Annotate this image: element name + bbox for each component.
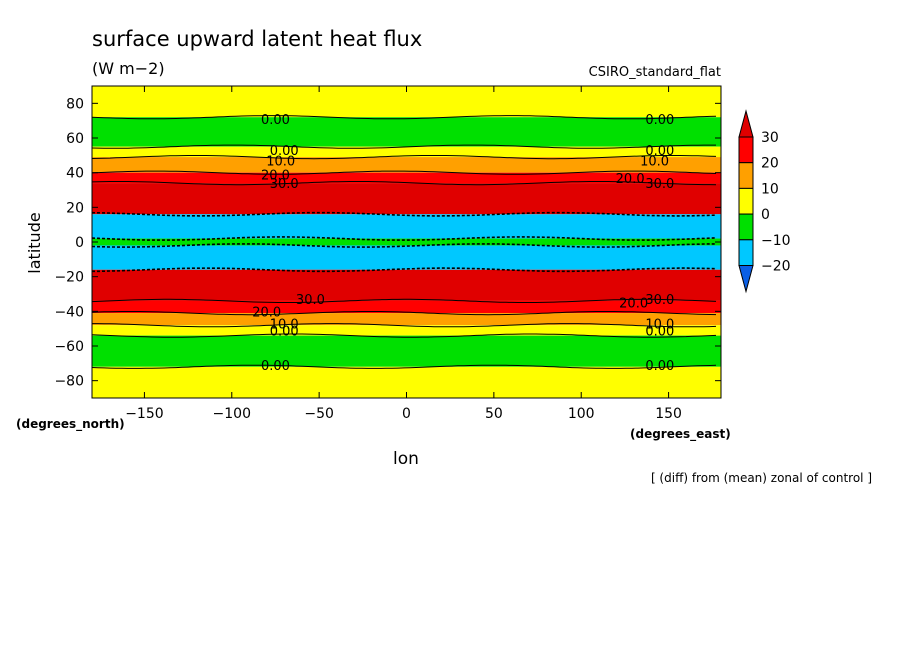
x-axis-label: lon	[393, 449, 419, 469]
contour-4	[91, 181, 717, 186]
colorbar-bottom-arrow	[738, 265, 754, 294]
band-9	[92, 269, 721, 301]
contour-6	[91, 236, 717, 241]
contour-5	[91, 211, 717, 217]
y-tick-label-4: 0	[75, 235, 84, 251]
axes: −150 −100 −50 0 50 100 150 80 60 40 20 0 −20 −40 −60 −8…	[54, 85, 722, 422]
band-1	[92, 117, 721, 147]
x-tick-label-5: 100	[568, 406, 595, 422]
colorbar-box-4	[738, 239, 754, 267]
band-5	[92, 183, 721, 215]
y-tick-label-7: −60	[54, 339, 84, 355]
contour-label-15: 10.0	[645, 317, 674, 332]
plot-area	[92, 86, 721, 398]
chart-units: (W m−2)	[92, 59, 165, 78]
contour-10	[91, 311, 717, 316]
contour-12	[91, 333, 717, 338]
band-11	[92, 313, 721, 326]
contour-label-5: 10.0	[640, 155, 669, 170]
contour-label-10: 30.0	[296, 293, 325, 308]
y-axis-label: latitude	[25, 212, 44, 273]
contour-label-9: 30.0	[645, 177, 674, 192]
colorbar-box-0	[738, 136, 754, 164]
y-tick-label-0: 80	[66, 96, 84, 112]
contour-label-2: 0.00	[270, 144, 299, 159]
contour-label-13: 20.0	[619, 297, 648, 312]
x-tick-label-4: 50	[485, 406, 503, 422]
band-4	[92, 172, 721, 184]
colorbar: 30 20 10 0 −10 −20	[738, 109, 791, 294]
band-2	[92, 146, 721, 158]
y-tick-label-8: −80	[54, 374, 84, 390]
colorbar-label-2: 10	[761, 181, 779, 197]
y-tick-label-3: 20	[66, 200, 84, 216]
band-7	[92, 238, 721, 246]
model-name: CSIRO_standard_flat	[589, 65, 721, 80]
contour-1	[91, 144, 716, 149]
contour-7	[91, 243, 716, 248]
footnote: [ (diff) from (mean) zonal of control ]	[651, 471, 872, 485]
band-12	[92, 325, 721, 336]
y-tick-label-1: 60	[66, 131, 84, 147]
x-tick-label-1: −100	[213, 406, 251, 422]
colorbar-box-2	[738, 187, 754, 215]
contour-label-16: 0.00	[270, 324, 299, 339]
contour-label-7: 20.0	[616, 172, 645, 187]
contour-label-14: 10.0	[270, 317, 299, 332]
contour-label-18: 0.00	[261, 359, 290, 374]
x-axis-units: (degrees_east)	[630, 427, 731, 442]
contour-label-19: 0.00	[645, 359, 674, 374]
y-tick-label-2: 40	[66, 166, 84, 182]
contour-label-3: 0.00	[645, 144, 674, 159]
y-tick-label-6: −40	[54, 304, 84, 320]
band-3	[92, 157, 721, 173]
colorbar-label-1: 20	[761, 156, 779, 172]
colorbar-label-4: −10	[761, 233, 791, 249]
x-tick-label-3: 0	[402, 406, 411, 422]
colorbar-box-3	[738, 213, 754, 241]
contour-11	[92, 323, 717, 328]
contour-label-12: 20.0	[252, 305, 281, 320]
contour-9	[91, 298, 717, 303]
contour-label-6: 20.0	[261, 168, 290, 183]
contour-label-17: 0.00	[645, 324, 674, 339]
contour-2	[91, 155, 717, 160]
band-8	[92, 245, 721, 270]
contour-8	[92, 267, 717, 273]
colorbar-label-3: 0	[761, 207, 770, 223]
colorbar-label-5: −20	[761, 259, 791, 275]
contour-label-1: 0.00	[645, 113, 674, 128]
band-6	[92, 214, 721, 239]
colorbar-top-arrow	[738, 109, 754, 138]
y-tick-label-5: −20	[54, 270, 84, 286]
x-tick-label-2: −50	[304, 406, 334, 422]
y-axis-units: (degrees_north)	[16, 417, 125, 432]
contour-label-0: 0.00	[261, 113, 290, 128]
contour-label-11: 30.0	[645, 293, 674, 308]
contour-3	[91, 170, 717, 175]
contour-label-4: 10.0	[266, 155, 295, 170]
contour-0	[91, 115, 717, 120]
colorbar-box-1	[738, 162, 754, 189]
band-10	[92, 300, 721, 314]
x-tick-label-6: 150	[655, 406, 682, 422]
contour-lines	[91, 115, 717, 369]
colorbar-label-0: 30	[761, 130, 779, 146]
x-tick-label-0: −150	[125, 406, 163, 422]
band-13	[92, 335, 721, 367]
contour-13	[91, 364, 717, 369]
chart-title: surface upward latent heat flux	[92, 27, 422, 51]
contour-label-8: 30.0	[270, 177, 299, 192]
